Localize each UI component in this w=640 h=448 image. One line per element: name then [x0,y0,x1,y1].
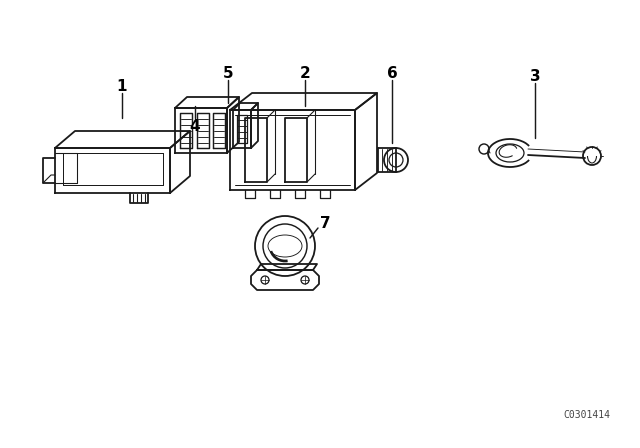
Text: 3: 3 [530,69,540,83]
Text: 6: 6 [387,65,397,81]
Text: C0301414: C0301414 [563,410,610,420]
Text: 7: 7 [320,215,330,231]
Text: 2: 2 [300,65,310,81]
Text: 5: 5 [223,65,234,81]
Text: 4: 4 [189,119,200,134]
Text: 1: 1 [116,78,127,94]
